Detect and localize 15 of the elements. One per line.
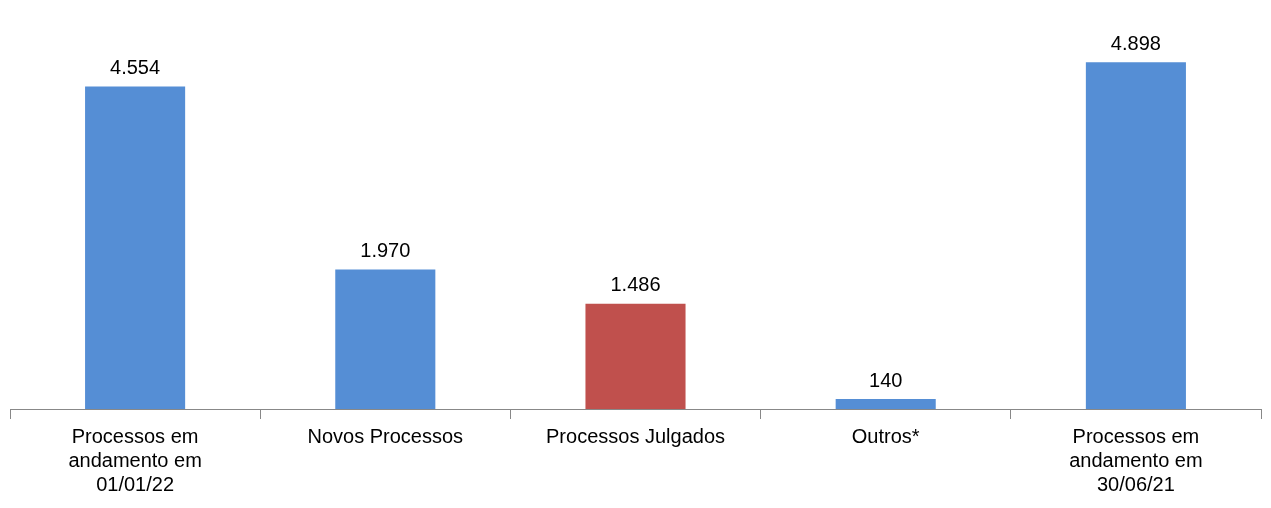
- bar: [335, 269, 436, 409]
- x-tick-label: Processos em andamento em 01/01/22: [68, 424, 202, 495]
- bar: [585, 303, 686, 409]
- x-tick-label: Processos Julgados: [546, 424, 725, 447]
- data-label: 1.970: [360, 239, 411, 262]
- data-label: 4.898: [1110, 31, 1161, 54]
- data-label: 4.554: [110, 56, 161, 79]
- data-label: 1.486: [610, 273, 661, 296]
- x-tick-label: Outros*: [851, 424, 920, 447]
- x-tick-label: Processos em andamento em 30/06/21: [1069, 424, 1203, 495]
- data-label: 140: [869, 368, 903, 391]
- bar: [835, 399, 936, 409]
- x-tick-label: Novos Processos: [307, 424, 464, 447]
- bar: [1085, 62, 1186, 409]
- bar: [85, 86, 186, 409]
